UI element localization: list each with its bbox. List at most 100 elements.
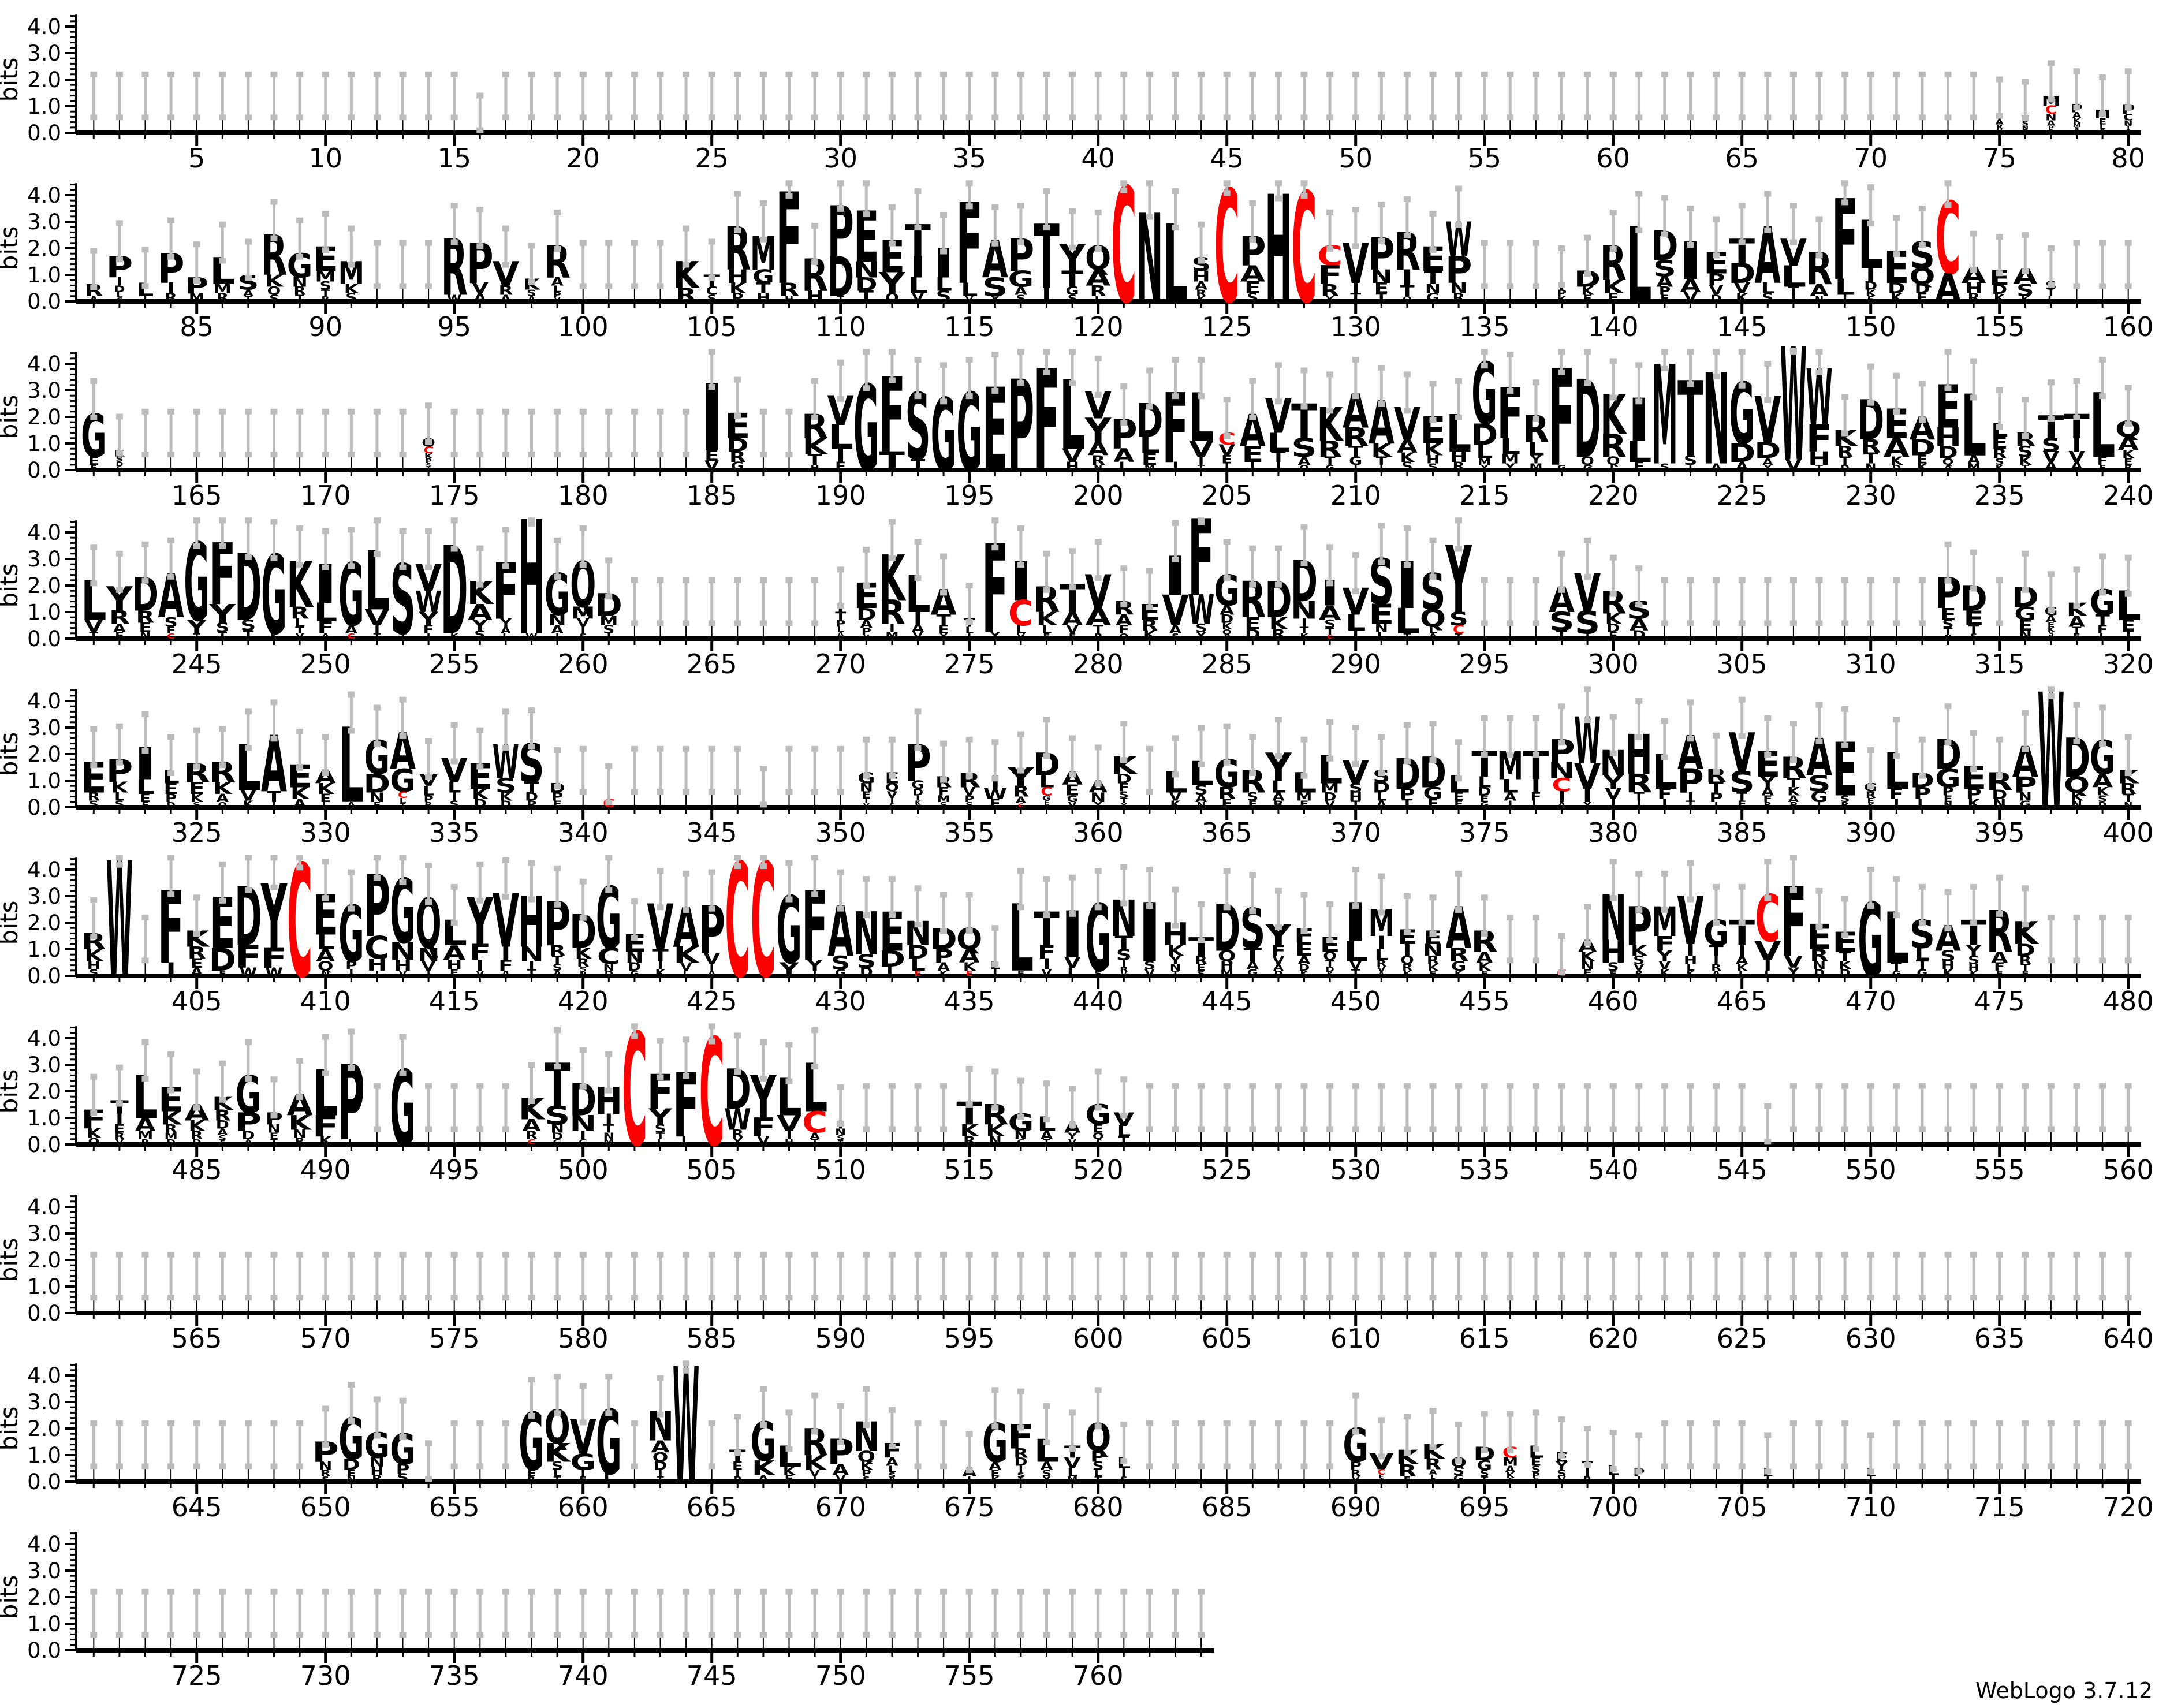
error-bar-cap bbox=[193, 1251, 200, 1258]
logo-letter: S bbox=[2022, 120, 2029, 128]
error-bar-cap bbox=[1274, 1295, 1282, 1301]
logo-letter: E bbox=[1044, 800, 1049, 806]
error-bar-cap bbox=[965, 357, 973, 363]
logo-letter: L bbox=[1095, 294, 1102, 303]
logo-letter: W bbox=[447, 293, 462, 304]
logo-letter: A bbox=[501, 293, 512, 304]
logo-letter: Q bbox=[653, 1450, 669, 1465]
logo-letter: A bbox=[474, 291, 487, 304]
error-bar-cap bbox=[2022, 268, 2029, 275]
error-bar-cap bbox=[683, 620, 690, 626]
error-bar-cap bbox=[502, 1126, 509, 1132]
logo-letter: N bbox=[1423, 941, 1443, 960]
error-bar-cap bbox=[2124, 421, 2132, 427]
error-bar-cap bbox=[1738, 883, 1746, 890]
error-bar-cap bbox=[863, 1251, 870, 1258]
y-tick-label: 1.0 bbox=[27, 1443, 61, 1468]
logo-letter: V bbox=[887, 789, 898, 800]
error-bar-cap bbox=[759, 1422, 767, 1429]
logo-letter: P bbox=[732, 291, 743, 304]
error-bar-cap bbox=[734, 376, 741, 383]
logo-letter: T bbox=[603, 1122, 615, 1135]
logo-letter: E bbox=[2124, 456, 2133, 467]
error-bar-cap bbox=[1893, 577, 1900, 583]
logo-letter: K bbox=[2096, 785, 2109, 798]
error-bar-cap bbox=[2022, 1126, 2029, 1132]
error-bar-cap bbox=[296, 71, 304, 77]
logo-letter: S bbox=[982, 272, 1008, 302]
error-bar-cap bbox=[1970, 549, 1978, 555]
error-bar-cap bbox=[1815, 369, 1823, 375]
logo-letter: L bbox=[837, 625, 844, 633]
error-bar-cap bbox=[1558, 703, 1565, 710]
logo-letter: N bbox=[860, 781, 873, 794]
logo-letter: A bbox=[837, 631, 844, 637]
logo-letter: L bbox=[1374, 946, 1388, 964]
error-bar-cap bbox=[1326, 755, 1334, 762]
logo-letter: N bbox=[549, 611, 566, 629]
logo-letter: G bbox=[553, 1138, 561, 1146]
error-bar-cap bbox=[1017, 239, 1024, 245]
logo-letter: V bbox=[1042, 968, 1053, 978]
logo-letter: S bbox=[115, 799, 125, 810]
error-bar-cap bbox=[373, 283, 381, 289]
error-bar-cap bbox=[1996, 1083, 2003, 1089]
error-bar-cap bbox=[1403, 1414, 1411, 1420]
logo-letter: R bbox=[114, 1131, 125, 1141]
error-bar-cap bbox=[219, 258, 226, 264]
error-bar-cap bbox=[1043, 587, 1050, 593]
error-bar-cap bbox=[1120, 864, 1128, 870]
error-bar-cap bbox=[1378, 1417, 1385, 1423]
error-bar-cap bbox=[348, 728, 355, 734]
logo-letter: G bbox=[390, 762, 416, 799]
logo-letter: I bbox=[1276, 460, 1281, 472]
logo-letter: L bbox=[1764, 969, 1771, 978]
x-tick-label: 280 bbox=[1073, 648, 1124, 674]
error-bar-cap bbox=[167, 408, 175, 415]
error-bar-cap bbox=[1944, 180, 1952, 187]
x-tick-label: 420 bbox=[558, 986, 609, 1012]
error-bar-cap bbox=[1198, 761, 1205, 767]
logo-letter: V bbox=[836, 1474, 847, 1484]
error-bar-cap bbox=[991, 1251, 999, 1258]
error-bar-cap bbox=[1738, 1126, 1746, 1132]
logo-letter: P bbox=[1789, 800, 1798, 809]
error-bar-cap bbox=[1687, 1126, 1694, 1132]
logo-letter: S bbox=[939, 800, 947, 809]
logo-letter: R bbox=[1351, 1468, 1361, 1478]
logo-letter: F bbox=[1806, 417, 1832, 461]
logo-letter: T bbox=[1325, 958, 1334, 968]
logo-letter: P bbox=[1707, 271, 1725, 290]
logo-letter: S bbox=[474, 628, 486, 641]
error-bar-cap bbox=[1970, 1295, 1978, 1301]
logo-letter: S bbox=[1968, 954, 1979, 967]
error-bar-cap bbox=[1558, 1452, 1565, 1459]
error-bar-cap bbox=[115, 220, 123, 226]
error-bar-cap bbox=[1635, 907, 1643, 913]
error-bar-cap bbox=[1481, 894, 1488, 901]
error-bar-cap bbox=[141, 1463, 149, 1470]
logo-letter: G bbox=[1349, 454, 1362, 467]
error-bar-cap bbox=[863, 71, 870, 77]
error-bar-cap bbox=[1172, 1463, 1179, 1470]
logo-letter: T bbox=[400, 802, 406, 808]
error-bar-cap bbox=[657, 1074, 664, 1080]
logo-letter: E bbox=[1369, 598, 1395, 631]
error-bar-cap bbox=[2022, 746, 2029, 752]
error-bar-cap bbox=[1609, 358, 1617, 364]
error-bar-cap bbox=[1120, 187, 1128, 193]
error-bar-cap bbox=[1326, 114, 1334, 121]
error-bar-cap bbox=[1944, 71, 1952, 77]
error-bar-cap bbox=[811, 1429, 819, 1435]
x-tick-label: 495 bbox=[429, 1154, 480, 1180]
error-bar-cap bbox=[914, 1463, 922, 1470]
logo-letter: R bbox=[424, 800, 432, 809]
error-bar-cap bbox=[1249, 414, 1256, 420]
logo-letter: C bbox=[347, 632, 355, 640]
x-tick-label: 150 bbox=[1845, 311, 1896, 337]
logo-letter: S bbox=[1729, 766, 1755, 800]
logo-letter: P bbox=[345, 959, 357, 972]
error-bar-cap bbox=[1403, 71, 1411, 77]
error-bar-cap bbox=[244, 855, 252, 861]
error-bar-cap bbox=[991, 387, 999, 394]
